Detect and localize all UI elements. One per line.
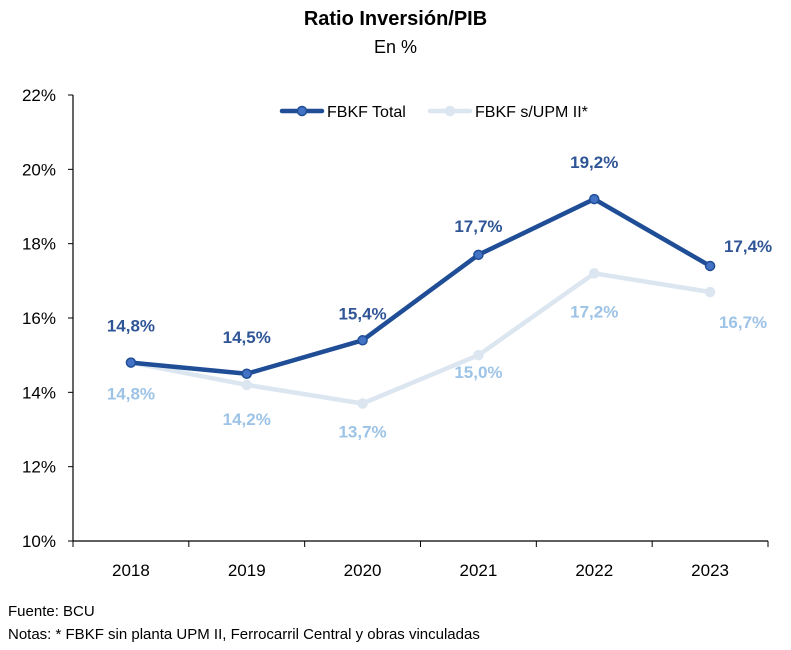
legend-item-fbkf-total: FBKF Total (279, 104, 406, 121)
legend-label: FBKF s/UPM II* (475, 104, 588, 121)
data-label-sin-upm: 17,2% (570, 302, 618, 321)
series-fbkf-total (125, 193, 716, 379)
data-point (125, 357, 137, 368)
data-label-total: 14,5% (223, 328, 271, 347)
data-label-total: 14,8% (107, 317, 155, 336)
data-point (241, 379, 252, 391)
x-tick-label: 2023 (691, 561, 729, 580)
chart-subtitle: En % (373, 37, 418, 57)
data-point (473, 349, 484, 361)
x-axis-ticks: 2018 2019 2020 2021 2022 2023 (72, 541, 769, 580)
source-note: Fuente: BCU (8, 603, 95, 620)
data-label-sin-upm: 15,0% (454, 363, 502, 382)
y-tick-label: 18% (22, 235, 56, 254)
chart-axes (72, 95, 768, 542)
series-layer: 14,8% 14,5% 15,4% 17,7% 19,2% 17,4% 14,8% 14,2%… (107, 153, 772, 441)
data-label-sin-upm: 14,8% (107, 385, 155, 404)
data-point (704, 260, 716, 272)
legend: FBKF Total FBKF s/UPM II* (279, 104, 588, 121)
data-point (357, 398, 368, 409)
series-fbkf-sin-upm (125, 268, 716, 409)
data-label-sin-upm: 13,7% (338, 422, 386, 441)
data-label-total: 19,2% (570, 153, 618, 172)
data-point (589, 268, 600, 279)
series-line (128, 271, 713, 406)
y-tick-label: 14% (22, 383, 56, 402)
data-point (241, 368, 252, 379)
data-label-sin-upm: 14,2% (223, 410, 271, 429)
x-tick-label: 2018 (112, 561, 150, 580)
chart-title: Ratio Inversión/PIB (303, 8, 488, 30)
x-tick-label: 2019 (228, 561, 266, 580)
data-point (357, 335, 368, 346)
legend-label: FBKF Total (327, 104, 406, 121)
data-point (473, 249, 484, 261)
y-tick-label: 12% (22, 458, 56, 477)
data-label-total: 17,4% (724, 237, 772, 256)
x-tick-label: 2020 (344, 561, 382, 580)
y-tick-label: 10% (22, 532, 56, 551)
y-axis-ticks: 10% 12% 14% 16% 18% 20% 22% (22, 86, 73, 551)
legend-item-fbkf-sin-upm: FBKF s/UPM II* (427, 104, 588, 121)
x-tick-label: 2022 (575, 561, 613, 580)
y-tick-label: 20% (22, 160, 56, 179)
y-tick-label: 16% (22, 309, 56, 328)
data-label-total: 17,7% (454, 217, 502, 236)
data-label-sin-upm: 16,7% (719, 313, 767, 332)
legend-marker (296, 105, 308, 117)
notes: Notas: * FBKF sin planta UPM II, Ferroca… (8, 626, 480, 643)
x-tick-label: 2021 (460, 561, 498, 580)
series-line (128, 196, 713, 376)
data-point (589, 193, 600, 205)
y-tick-label: 22% (22, 86, 56, 105)
legend-marker (444, 105, 456, 117)
line-chart: 10%12%14%16%18%20%22% 2018 2019 2020 2021 20… (22, 86, 772, 580)
data-point (704, 286, 716, 298)
data-label-total: 15,4% (338, 304, 386, 323)
